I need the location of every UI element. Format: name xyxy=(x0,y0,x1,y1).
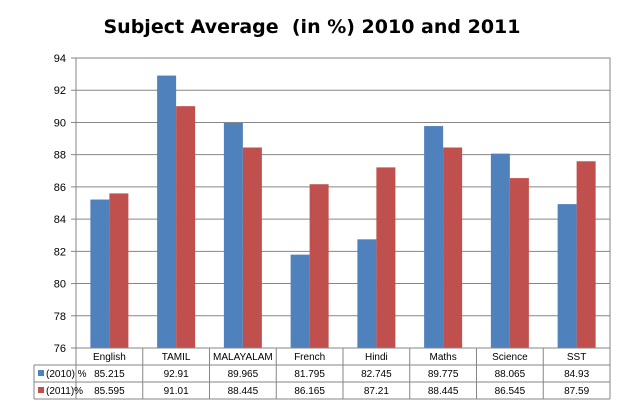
plot-area xyxy=(75,57,611,349)
y-tick-label: 84 xyxy=(54,214,66,226)
legend-key-2010 xyxy=(38,370,44,376)
series-label: (2011)% xyxy=(46,386,83,397)
series-label: (2010) % xyxy=(46,369,87,380)
data-table: English TAMIL MALAYALAM French Hindi Maths Sci… xyxy=(33,347,611,400)
y-tick-label: 88 xyxy=(54,150,66,162)
y-axis: 76 78 80 82 84 86 88 90 92 94 xyxy=(54,53,76,355)
bar-2010-tamil xyxy=(157,75,177,349)
data-label: 89.775 xyxy=(428,369,459,380)
bar-2010-maths xyxy=(424,126,444,348)
y-tick-label: 94 xyxy=(54,53,66,65)
data-label: 84.93 xyxy=(564,369,589,380)
bar-2011-science xyxy=(509,178,529,348)
data-label: 87.59 xyxy=(564,386,589,397)
data-label: 85.595 xyxy=(94,386,125,397)
data-label: 91.01 xyxy=(164,386,189,397)
legend-key-2011 xyxy=(38,387,44,393)
category-label: Hindi xyxy=(365,352,388,363)
y-tick-label: 86 xyxy=(54,182,66,194)
data-label: 92.91 xyxy=(164,369,189,380)
bar-2010-french xyxy=(290,254,310,348)
bar-2011-malayalam xyxy=(242,147,262,348)
data-label: 86.165 xyxy=(294,386,325,397)
chart-title: Subject Average (in %) 2010 and 2011 xyxy=(104,16,521,38)
data-label: 85.215 xyxy=(94,369,125,380)
bar-2011-hindi xyxy=(376,167,396,348)
category-label: SST xyxy=(567,352,586,363)
y-tick-label: 76 xyxy=(54,343,66,355)
category-label: MALAYALAM xyxy=(213,352,273,363)
y-tick-label: 90 xyxy=(54,117,66,129)
data-label: 89.965 xyxy=(228,369,259,380)
category-label: French xyxy=(294,352,325,363)
bar-2011-english xyxy=(109,193,129,348)
bar-2010-science xyxy=(490,153,510,348)
data-label: 81.795 xyxy=(294,369,325,380)
data-label: 86.545 xyxy=(495,386,526,397)
y-tick-label: 78 xyxy=(54,311,66,323)
data-label: 88.065 xyxy=(495,369,526,380)
bar-2010-hindi xyxy=(357,239,377,348)
y-tick-label: 82 xyxy=(54,246,66,258)
data-label: 87.21 xyxy=(364,386,389,397)
category-label: Science xyxy=(492,352,528,363)
bar-2011-sst xyxy=(576,161,596,348)
bar-2011-tamil xyxy=(176,106,196,348)
bar-2011-french xyxy=(309,184,329,348)
bar-2010-malayalam xyxy=(223,123,243,348)
bar-2010-sst xyxy=(557,204,577,348)
bar-2010-english xyxy=(90,199,110,348)
category-label: English xyxy=(93,352,126,363)
bar-2011-maths xyxy=(443,147,463,348)
data-label: 88.445 xyxy=(228,386,259,397)
gridlines xyxy=(75,57,611,349)
category-label: TAMIL xyxy=(162,352,191,363)
data-label: 88.445 xyxy=(428,386,459,397)
data-label: 82.745 xyxy=(361,369,392,380)
bars xyxy=(90,75,596,349)
y-tick-label: 92 xyxy=(54,85,66,97)
y-tick-label: 80 xyxy=(54,279,66,291)
category-label: Maths xyxy=(430,352,457,363)
